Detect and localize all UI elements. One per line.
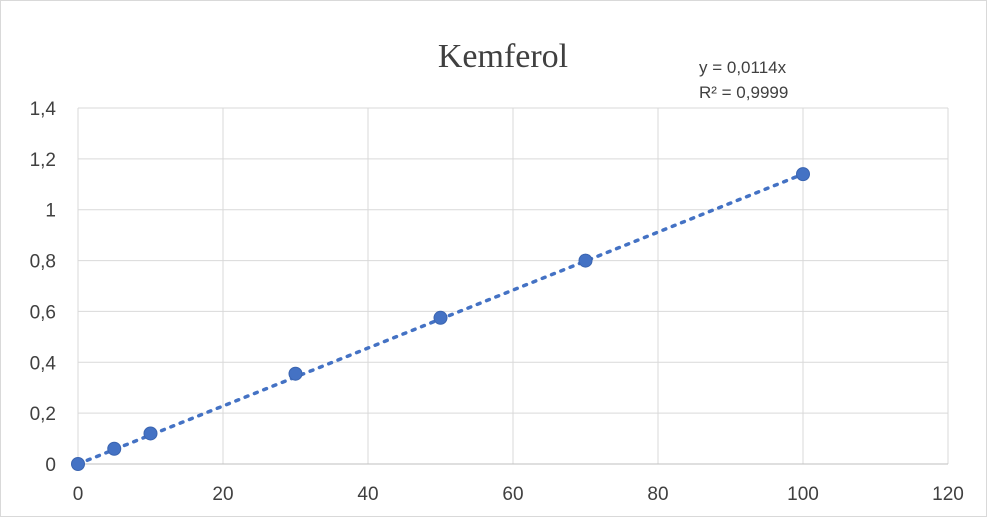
y-tick-label: 1,2	[30, 150, 56, 171]
y-tick-label: 1,4	[30, 99, 57, 120]
x-tick-label: 100	[787, 484, 819, 505]
data-point	[71, 457, 85, 471]
data-point	[288, 366, 303, 381]
x-tick-label: 0	[73, 484, 84, 505]
y-tick-label: 0,8	[30, 252, 56, 273]
trendline-r-squared: R² = 0,9999	[699, 83, 788, 102]
trendline-equation: y = 0,0114x	[699, 58, 787, 77]
y-tick-label: 0,2	[30, 404, 56, 425]
data-point	[143, 426, 158, 441]
tick-labels: 0 20 40 60 80 100 120 0 0,2 0,4 0,6 0,8 1 1,2 1,4	[30, 99, 964, 505]
y-tick-label: 0,6	[30, 302, 56, 323]
x-tick-label: 60	[502, 484, 523, 505]
y-tick-label: 1	[45, 201, 56, 222]
chart-title: Kemferol	[438, 38, 568, 75]
x-tick-label: 20	[212, 484, 233, 505]
x-tick-label: 40	[357, 484, 378, 505]
data-point	[578, 253, 593, 268]
data-points	[71, 167, 810, 471]
data-point	[107, 441, 122, 456]
data-point	[796, 167, 810, 182]
y-tick-label: 0,4	[30, 353, 57, 374]
y-tick-label: 0	[45, 455, 56, 476]
data-point	[433, 310, 448, 325]
x-tick-label: 120	[932, 484, 964, 505]
x-tick-label: 80	[647, 484, 668, 505]
